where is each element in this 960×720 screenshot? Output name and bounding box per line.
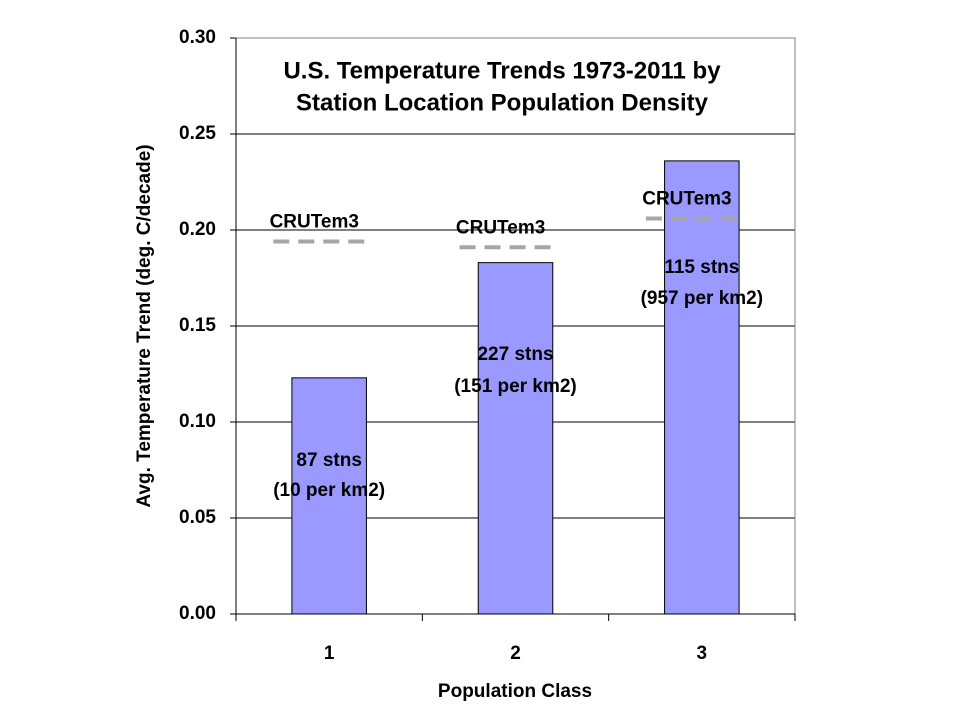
bar (291, 377, 367, 615)
y-tick-label: 0.05 (179, 507, 216, 528)
reference-label: CRUTem3 (642, 188, 731, 209)
annotation: 227 stns (477, 344, 553, 365)
y-tick-label: 0.10 (179, 411, 216, 432)
y-tick-label: 0.00 (179, 603, 216, 624)
annotation: (10 per km2) (273, 480, 385, 501)
x-tick-label: 2 (510, 643, 521, 664)
chart-title: Station Location Population Density (296, 89, 709, 116)
annotation: 87 stns (296, 450, 361, 471)
annotation: (957 per km2) (641, 288, 764, 309)
annotation: 115 stns (664, 257, 739, 278)
reference-label: CRUTem3 (270, 212, 359, 233)
x-tick-label: 3 (697, 643, 708, 664)
chart-title: U.S. Temperature Trends 1973-2011 by (283, 57, 721, 84)
bar (477, 262, 554, 615)
bar (664, 160, 740, 615)
x-tick-label: 1 (324, 643, 335, 664)
y-tick-label: 0.15 (179, 315, 216, 336)
y-tick-label: 0.25 (179, 123, 216, 144)
y-tick-label: 0.20 (179, 219, 216, 240)
reference-label: CRUTem3 (456, 217, 545, 238)
y-axis-label: Avg. Temperature Trend (deg. C/decade) (134, 144, 155, 507)
annotation: (151 per km2) (454, 376, 577, 397)
x-axis-label: Population Class (438, 681, 592, 702)
y-tick-label: 0.30 (179, 27, 216, 48)
